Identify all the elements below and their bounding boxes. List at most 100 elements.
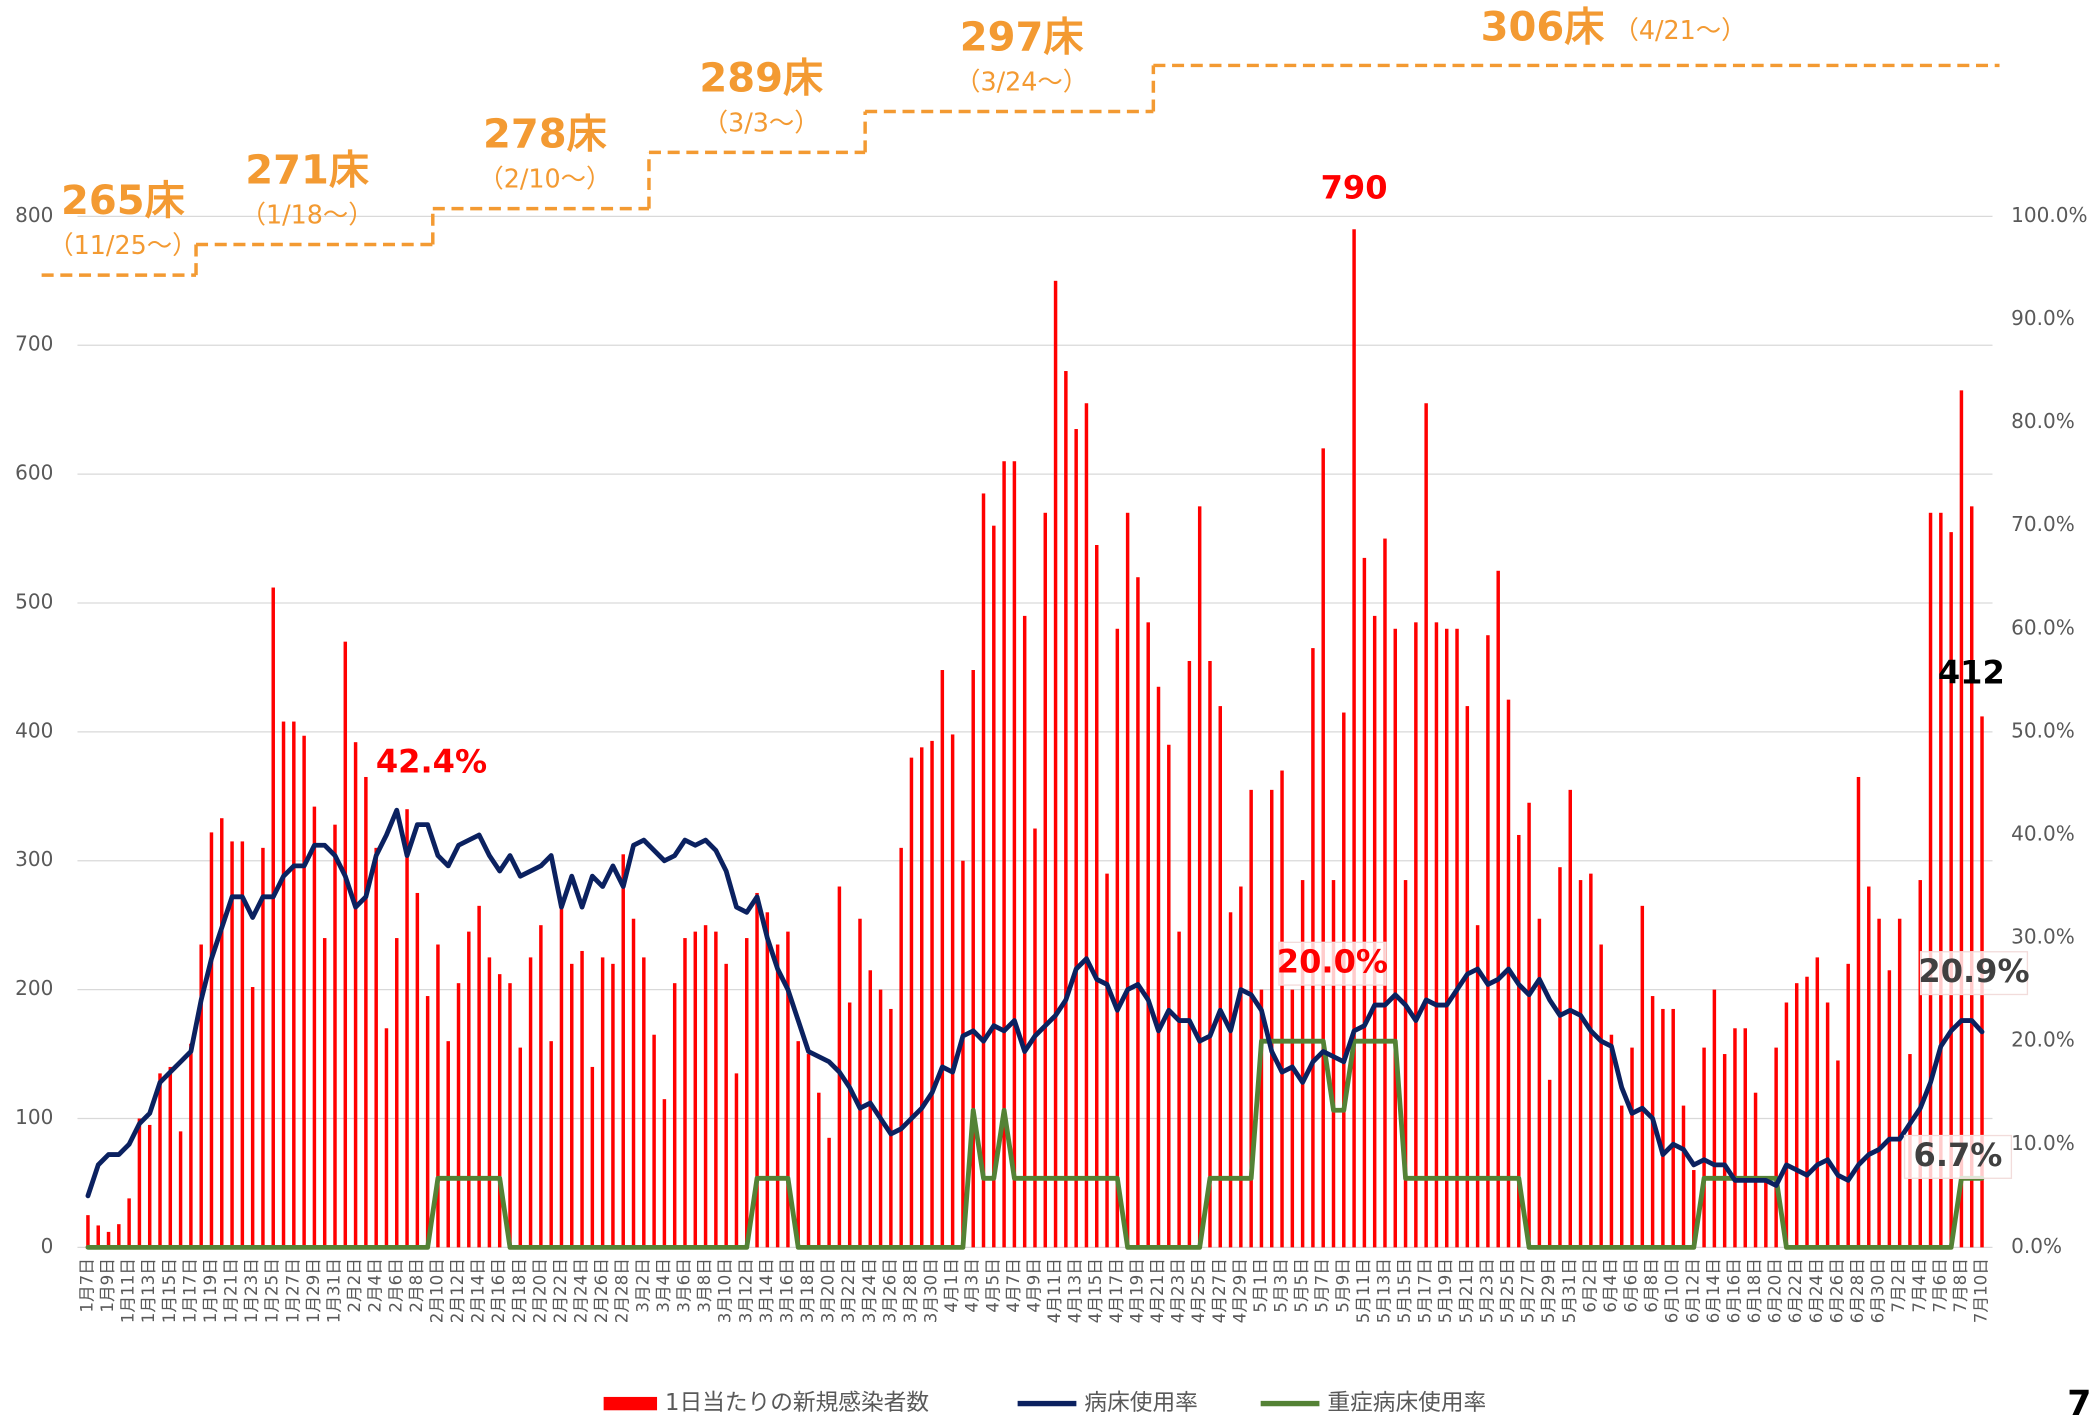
bar [395,938,399,1248]
bar [384,1028,389,1248]
x-tick-label: 3月26日 [880,1258,899,1323]
bar [1939,512,1943,1248]
legend-label: 重症病床使用率 [1327,1390,1486,1416]
x-tick-label: 1月13日 [139,1258,158,1323]
bar [1630,1047,1634,1248]
bar [209,832,214,1248]
bar [353,742,358,1248]
bar [1022,615,1027,1248]
bar [312,806,317,1248]
bar [1444,628,1449,1248]
bar [528,957,533,1248]
x-tick-label: 4月23日 [1169,1258,1188,1323]
x-tick-label: 7月8日 [1951,1258,1970,1313]
bar [724,963,728,1248]
bar [1609,1034,1614,1248]
bar [580,950,584,1248]
bar [992,525,996,1248]
bar [1671,1008,1675,1248]
bar [1846,963,1850,1248]
bar [117,1224,121,1248]
y2-tick-label: 40.0% [2011,821,2075,845]
y2-tick-label: 100.0% [2011,203,2087,227]
x-tick-label: 7月2日 [1889,1258,1908,1313]
bar [86,1215,90,1248]
bar [343,641,348,1248]
x-tick-label: 2月10日 [427,1258,446,1323]
bar [1475,925,1480,1248]
bar [590,1066,595,1248]
y2-tick-label: 60.0% [2011,615,2075,639]
capacity-label: 271床 [245,147,369,193]
x-tick-label: 1月11日 [119,1258,138,1323]
x-tick-label: 6月30日 [1869,1258,1888,1323]
x-tick-label: 5月27日 [1519,1258,1538,1323]
y-tick-label: 0 [41,1234,54,1258]
bar [889,1008,893,1248]
bar [1722,1054,1727,1248]
x-tick-label: 5月3日 [1272,1258,1291,1313]
x-tick-label: 6月6日 [1622,1258,1641,1313]
label-box [1278,941,1387,986]
x-tick-label: 1月25日 [263,1258,282,1323]
x-tick-label: 6月16日 [1724,1258,1743,1323]
bar [1589,873,1593,1248]
bar [559,905,564,1248]
x-tick-label: 2月6日 [386,1258,405,1313]
bar [333,824,337,1248]
bar [909,757,914,1248]
y2-tick-label: 10.0% [2011,1131,2075,1155]
bar [662,1099,667,1248]
x-tick-label: 3月30日 [922,1258,941,1323]
x-tick-label: 6月10日 [1663,1258,1682,1323]
y-tick-label: 400 [15,718,53,742]
x-tick-label: 2月26日 [592,1258,611,1323]
bar [1815,957,1820,1248]
bar [322,938,327,1248]
bar [734,1073,739,1248]
y-tick-label: 600 [15,461,53,485]
bar [1805,976,1809,1248]
x-tick-label: 5月21日 [1457,1258,1476,1323]
x-tick-label: 5月15日 [1395,1258,1414,1323]
y2-tick-label: 20.0% [2011,1028,2075,1052]
x-tick-label: 5月9日 [1333,1258,1352,1313]
bar [1547,1079,1552,1248]
bar [1084,403,1089,1248]
bar [220,818,224,1248]
y2-tick-label: 80.0% [2011,409,2075,433]
bar [1887,970,1892,1248]
bar [1774,1047,1778,1248]
bar [745,938,749,1248]
bar [1115,628,1120,1248]
bar [1764,1176,1768,1248]
bar [631,918,636,1248]
bar [168,1066,173,1248]
bar [487,957,492,1248]
x-tick-label: 4月5日 [983,1258,1002,1313]
bar [1125,512,1130,1248]
bar [1136,577,1140,1248]
y-tick-label: 300 [15,847,53,871]
x-tick-label: 6月22日 [1786,1258,1805,1323]
x-tick-label: 3月18日 [798,1258,817,1323]
bar [1856,776,1861,1248]
x-tick-label: 6月2日 [1580,1258,1599,1313]
capacity-label: 265床 [61,178,185,224]
x-tick-label: 4月29日 [1230,1258,1249,1323]
bar [1733,1028,1737,1248]
bar [467,931,471,1248]
capacity-label: 306床 [1481,4,1605,50]
bar [1095,545,1099,1248]
bar [1167,744,1171,1248]
bar [847,1002,852,1248]
bar [981,493,986,1248]
bar [796,1041,800,1248]
bar [1897,918,1902,1248]
bar [1259,989,1264,1248]
x-tick-label: 1月21日 [222,1258,241,1323]
x-tick-label: 1月29日 [304,1258,323,1323]
bar [137,1118,142,1248]
bar [1877,918,1881,1248]
